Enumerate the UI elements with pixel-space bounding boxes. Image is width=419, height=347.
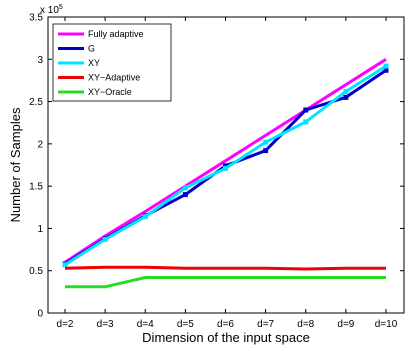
x-axis-title: Dimension of the input space: [142, 330, 310, 345]
y-axis: 0 0.5 1 1.5 2 2.5 3 3.5: [29, 13, 404, 320]
data-point-xy: [182, 185, 188, 191]
x-tick-label: d=4: [137, 319, 154, 330]
x-tick-label: d=2: [57, 319, 74, 330]
data-point-g: [343, 94, 349, 100]
legend-label: XY: [88, 58, 100, 68]
legend-label: XY−Adaptive: [88, 73, 140, 83]
y-tick-label: 3.5: [29, 13, 43, 24]
y-multiplier-base: x 10: [40, 5, 59, 16]
y-tick-label: 1.5: [29, 182, 43, 193]
series-line-xy-adaptive: [64, 265, 386, 271]
data-point-xy: [303, 119, 309, 125]
data-point-g: [263, 148, 269, 154]
data-point-xy: [263, 139, 269, 145]
series-line-fully-adaptive: [64, 58, 387, 264]
y-tick-label: 3: [37, 55, 43, 66]
x-tick-label: d=5: [177, 319, 194, 330]
x-tick-label: d=9: [337, 319, 354, 330]
x-tick-label: d=6: [217, 319, 234, 330]
legend-label: XY−Oracle: [88, 87, 132, 97]
legend: Fully adaptive G XY XY−Adaptive XY−Oracle: [52, 23, 172, 102]
series-line-xy-oracle: [65, 276, 386, 289]
data-point-xy: [383, 63, 389, 69]
x-tick-label: d=10: [375, 319, 398, 330]
data-point-g: [223, 163, 228, 169]
data-point-g: [383, 67, 389, 73]
y-tick-label: 2.5: [29, 97, 43, 108]
y-tick-label: 0: [37, 309, 43, 320]
series-layer: [62, 58, 389, 289]
data-point-g: [182, 192, 188, 198]
legend-label: G: [88, 44, 95, 54]
data-point-xy: [142, 214, 148, 220]
data-point-g: [303, 107, 309, 113]
x-tick-label: d=3: [97, 319, 114, 330]
y-multiplier: x 105: [40, 4, 63, 16]
y-tick-label: 2: [37, 139, 43, 150]
data-point-xy: [102, 236, 108, 242]
data-point-xy: [223, 165, 228, 171]
x-tick-label: d=8: [297, 319, 314, 330]
x-axis: d=2 d=3 d=4 d=5 d=6 d=7 d=8 d=9 d=10: [57, 17, 398, 330]
y-tick-label: 1: [37, 224, 43, 235]
data-point-xy: [62, 262, 68, 268]
x-tick-label: d=7: [257, 319, 274, 330]
y-tick-label: 0.5: [29, 266, 43, 277]
y-axis-title: Number of Samples: [8, 107, 23, 222]
data-point-xy: [343, 88, 349, 94]
legend-label: Fully adaptive: [88, 29, 144, 39]
y-multiplier-exponent: 5: [59, 4, 63, 11]
